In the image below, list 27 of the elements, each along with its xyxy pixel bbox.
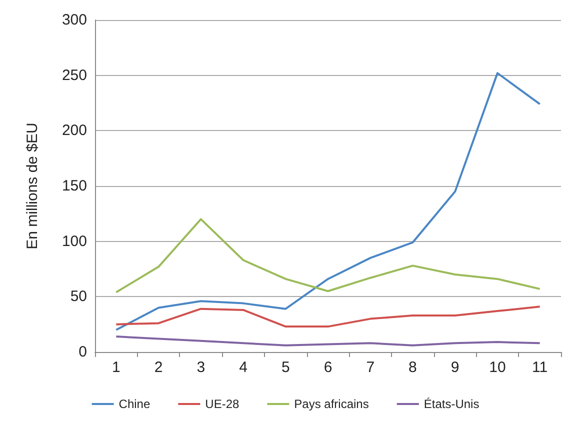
y-tick-label: 0: [78, 344, 87, 360]
x-tick-label: 6: [324, 359, 332, 376]
y-tick-label: 300: [62, 12, 87, 28]
y-tick-label: 250: [62, 66, 87, 84]
x-tick-label: 3: [196, 359, 206, 376]
x-tick-label: 4: [239, 359, 248, 376]
legend-label: États-Unis: [424, 397, 480, 411]
legend-label: Pays africains: [294, 397, 369, 411]
y-tick-label: 150: [62, 178, 87, 194]
y-tick-label: 50: [70, 288, 87, 306]
y-tick-label: 200: [62, 122, 87, 140]
x-tick-label: 10: [489, 359, 506, 376]
line-series: [115, 336, 541, 346]
y-axis-title: En millions de $EU: [24, 122, 41, 250]
x-tick-label: 5: [281, 359, 290, 376]
line-series: [115, 72, 541, 331]
x-tick-label: 2: [154, 359, 163, 376]
y-tick-label: 100: [62, 232, 87, 250]
x-tick-label: 7: [366, 359, 375, 376]
legend-label: Chine: [118, 397, 150, 411]
x-tick-label: 9: [450, 359, 460, 376]
line-series: [115, 218, 541, 294]
legend-label: UE-28: [205, 397, 240, 411]
x-tick-label: 11: [532, 359, 548, 376]
x-tick-label: 1: [112, 359, 120, 376]
x-tick-label: 8: [408, 359, 417, 376]
line-series: [115, 306, 541, 328]
